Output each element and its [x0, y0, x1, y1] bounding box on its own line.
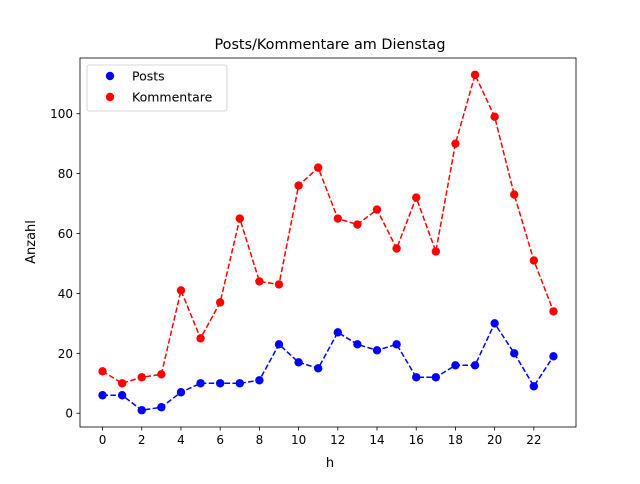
axes-frame [79, 57, 577, 428]
data-point [157, 403, 166, 412]
data-point [196, 379, 205, 388]
x-tick-label: 0 [99, 433, 107, 447]
data-point [117, 391, 127, 400]
data-point [294, 181, 303, 190]
data-point [137, 373, 146, 382]
data-point [549, 352, 558, 361]
data-point [176, 388, 186, 397]
x-tick-label: 16 [409, 433, 424, 447]
data-point [451, 139, 460, 148]
series-line-1 [102, 72, 555, 385]
data-point [372, 346, 382, 355]
x-tick-label: 10 [291, 433, 306, 447]
data-point [392, 244, 401, 253]
y-tick-label: 20 [58, 347, 73, 361]
data-point [313, 364, 323, 373]
data-point [215, 379, 225, 388]
legend: Posts Kommentare [86, 64, 228, 112]
data-point [274, 280, 284, 289]
data-point [353, 220, 362, 229]
data-point [490, 112, 499, 121]
data-point [470, 361, 480, 370]
data-point [333, 214, 343, 223]
x-tick-label: 14 [369, 433, 384, 447]
data-point [529, 382, 539, 391]
x-tick-label: 8 [256, 433, 264, 447]
x-tick-label: 6 [216, 433, 224, 447]
data-point [98, 391, 107, 400]
x-axis-label: h [326, 456, 334, 471]
data-point [431, 247, 441, 256]
data-point [529, 256, 539, 265]
legend-marker [105, 71, 115, 81]
data-point [313, 163, 323, 172]
chart-title: Posts/Kommentare am Dienstag [214, 37, 445, 53]
data-point [176, 286, 186, 295]
data-point [392, 340, 401, 349]
data-point [294, 358, 303, 367]
data-point [451, 361, 460, 370]
y-tick-label: 60 [58, 227, 73, 241]
data-point [98, 367, 107, 376]
series-line-0 [102, 321, 555, 412]
data-point [353, 340, 362, 349]
y-tick-label: 0 [65, 407, 73, 421]
data-point [431, 373, 441, 382]
y-axis-label: Anzahl [24, 220, 39, 264]
data-point [490, 319, 499, 328]
data-point [196, 334, 205, 343]
data-point [274, 340, 284, 349]
y-tick-label: 40 [58, 287, 73, 301]
x-tick-label: 2 [138, 433, 146, 447]
x-tick-label: 22 [526, 433, 541, 447]
data-point [137, 406, 146, 415]
data-point [510, 190, 519, 199]
data-point [235, 214, 244, 223]
data-point [412, 193, 421, 202]
legend-label: Kommentare [132, 90, 213, 105]
data-point [372, 205, 382, 214]
legend-label: Posts [132, 69, 165, 84]
legend-marker [105, 92, 115, 102]
data-point [255, 277, 264, 286]
data-point [510, 349, 519, 358]
x-tick-label: 4 [177, 433, 185, 447]
data-point [412, 373, 421, 382]
data-point [255, 376, 264, 385]
y-tick-label: 80 [58, 167, 73, 181]
x-tick-label: 18 [448, 433, 463, 447]
data-point [235, 379, 244, 388]
x-tick-label: 20 [487, 433, 502, 447]
data-point [333, 328, 343, 337]
plot-area: 0 2 4 6 8 10 12 14 16 18 20 22 0 20 40 60 80 100 [50, 57, 577, 447]
data-point [215, 298, 225, 307]
x-tick-label: 12 [330, 433, 345, 447]
data-point [117, 379, 127, 388]
data-point [157, 370, 166, 379]
data-point [470, 70, 480, 79]
y-tick-label: 100 [50, 107, 73, 121]
legend-box [86, 64, 228, 112]
data-point [549, 307, 558, 316]
